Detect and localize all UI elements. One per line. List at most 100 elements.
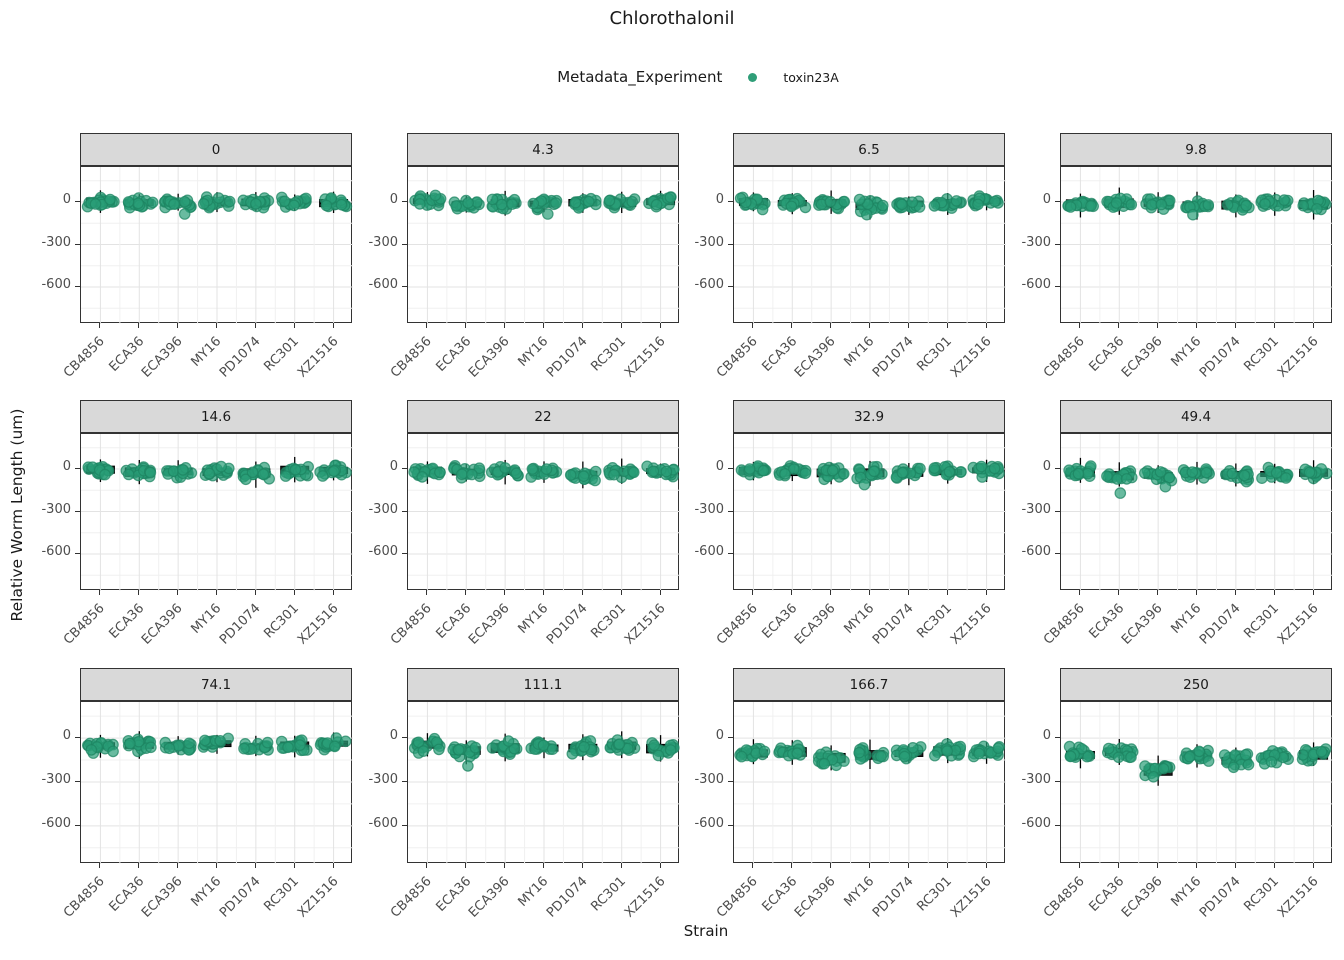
data-point — [853, 193, 866, 206]
data-point — [791, 747, 803, 759]
y-tick-mark — [402, 468, 407, 469]
data-point — [608, 468, 620, 481]
x-tick-label: CB4856 — [714, 334, 761, 381]
y-tick-mark — [728, 737, 733, 739]
data-point — [1240, 199, 1252, 212]
y-tick-label: -600 — [368, 815, 398, 831]
x-tick-label: XZ1516 — [621, 601, 669, 648]
data-point — [785, 200, 798, 213]
data-point — [664, 191, 677, 204]
y-tick-mark — [75, 737, 80, 739]
x-tick-label: CB4856 — [714, 601, 761, 648]
data-point — [132, 197, 144, 210]
gridlines — [408, 434, 680, 591]
y-tick-label: -300 — [368, 234, 398, 250]
gridlines — [734, 702, 1006, 864]
data-point — [896, 466, 909, 479]
data-point — [316, 470, 329, 482]
data-point — [853, 746, 865, 759]
x-tick-mark — [620, 590, 622, 595]
data-point — [1221, 198, 1234, 211]
x-tick-mark — [581, 863, 583, 868]
x-tick-label: ECA396 — [139, 874, 186, 921]
y-tick-label: -300 — [368, 772, 398, 787]
facet-panel — [80, 166, 353, 324]
y-tick-label: -600 — [1021, 815, 1051, 831]
x-tick-mark — [869, 863, 870, 868]
data-point — [1186, 466, 1199, 478]
x-tick-label: ECA396 — [1119, 601, 1166, 648]
data-point — [826, 464, 839, 477]
y-tick-label: 0 — [62, 728, 71, 744]
data-point — [1226, 467, 1239, 480]
data-point — [577, 470, 590, 482]
data-point — [289, 463, 302, 476]
data-point — [906, 196, 919, 208]
facet-label: 6.5 — [858, 141, 880, 158]
x-tick-mark — [293, 590, 295, 595]
y-tick-label: -300 — [694, 234, 724, 250]
facet-panel — [733, 433, 1006, 591]
data-point — [144, 466, 157, 479]
data-point — [122, 196, 135, 208]
gridlines — [1061, 434, 1333, 591]
data-point — [486, 742, 499, 754]
x-tick-label: ECA396 — [139, 334, 186, 381]
y-tick-label: -600 — [694, 277, 724, 292]
data-point — [429, 189, 442, 202]
data-point — [824, 195, 837, 208]
y-tick-mark — [75, 553, 80, 554]
data-point — [992, 742, 1005, 754]
data-point — [462, 760, 474, 772]
x-tick-mark — [752, 590, 754, 595]
data-point — [1202, 755, 1215, 767]
data-point — [246, 466, 259, 479]
data-point — [223, 195, 236, 208]
y-tick-mark — [1055, 781, 1060, 782]
data-point — [197, 198, 210, 210]
y-tick-label: 0 — [715, 192, 724, 207]
x-tick-mark — [332, 323, 334, 328]
data-point — [279, 470, 292, 482]
data-point — [329, 740, 341, 753]
data-point — [914, 462, 926, 475]
data-point — [648, 739, 660, 751]
x-tick-mark — [1273, 323, 1275, 328]
x-tick-label: MY16 — [1168, 334, 1205, 370]
data-point — [988, 462, 1001, 475]
data-point — [214, 734, 226, 747]
y-tick-mark — [1055, 737, 1060, 739]
data-point — [583, 195, 595, 208]
x-tick-mark — [791, 590, 793, 595]
data-point — [104, 193, 116, 206]
data-point — [1193, 745, 1205, 758]
y-tick-label: -600 — [41, 544, 71, 559]
x-tick-label: PD1074 — [543, 601, 591, 648]
x-tick-label: PD1074 — [1196, 874, 1244, 921]
facet-label: 14.6 — [200, 408, 232, 425]
y-tick-mark — [1055, 201, 1060, 202]
data-point — [506, 198, 518, 210]
data-point — [757, 464, 770, 477]
x-tick-label: MY16 — [188, 874, 225, 910]
y-tick-mark — [402, 243, 407, 245]
data-point — [1218, 749, 1231, 761]
x-tick-mark — [907, 863, 909, 868]
x-tick-mark — [659, 863, 661, 868]
gridlines — [408, 702, 680, 864]
y-tick-mark — [728, 510, 733, 512]
data-point — [1297, 749, 1309, 761]
data-point — [756, 203, 769, 216]
data-point — [145, 741, 157, 754]
data-point — [1064, 201, 1077, 213]
x-tick-label: XZ1516 — [621, 334, 669, 381]
facet-cell-4.3: 4.3 0 -300 -600 CB4856 ECA36 ECA396 MY16 PD1074 R… — [352, 133, 680, 395]
data-point — [99, 468, 111, 481]
facet-panel — [1060, 701, 1333, 864]
data-point — [858, 478, 871, 491]
y-axis-title: Relative Worm Length (um) — [8, 408, 26, 622]
data-point — [929, 749, 941, 762]
y-tick-label: -600 — [41, 277, 71, 292]
y-tick-mark — [1055, 510, 1060, 512]
data-point — [462, 197, 474, 209]
